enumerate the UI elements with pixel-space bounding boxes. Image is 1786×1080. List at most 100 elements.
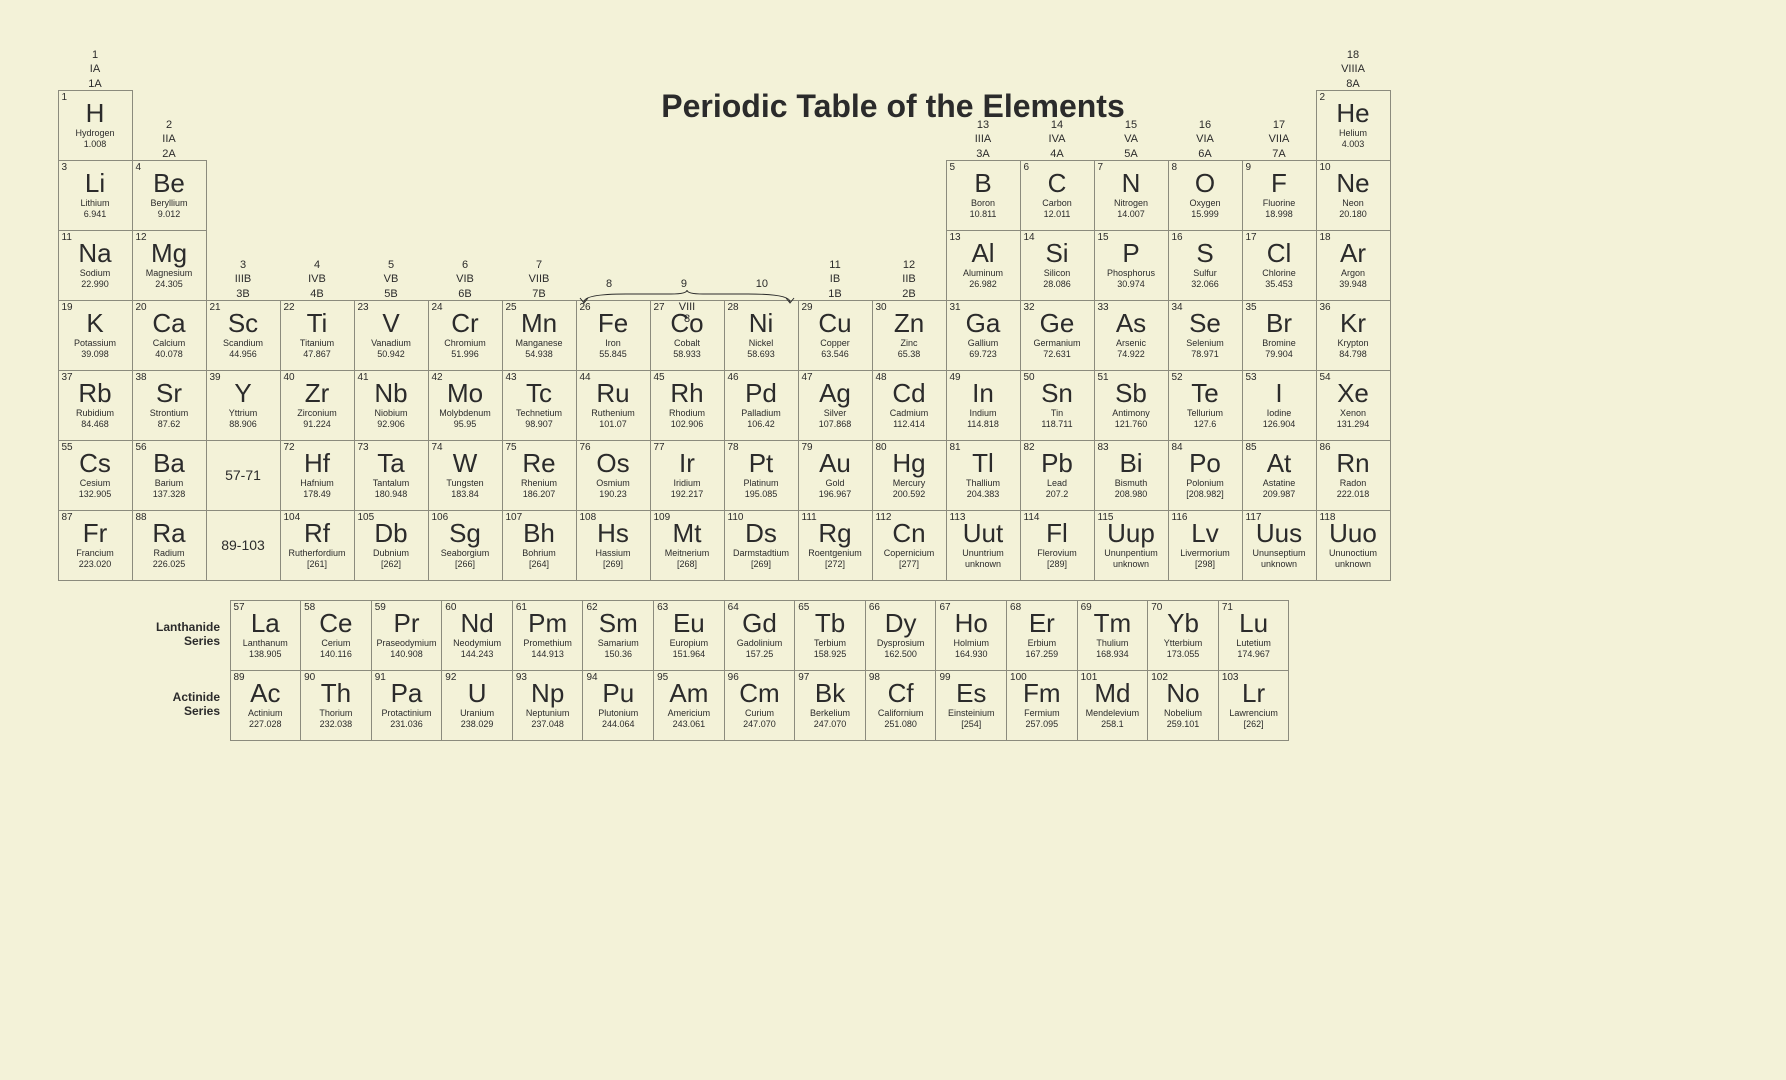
element-symbol: Ba — [153, 450, 185, 476]
atomic-mass: 231.036 — [390, 719, 423, 729]
atomic-mass: 150.36 — [605, 649, 633, 659]
atomic-mass: [298] — [1195, 559, 1215, 569]
atomic-mass: unknown — [1335, 559, 1371, 569]
atomic-number: 81 — [950, 442, 961, 453]
atomic-mass: 58.933 — [673, 349, 701, 359]
atomic-mass: 137.328 — [153, 489, 186, 499]
element-cell-ir: 77IrIridium192.217 — [650, 440, 725, 511]
element-name: Polonium — [1186, 478, 1224, 488]
atomic-number: 85 — [1246, 442, 1257, 453]
atomic-number: 75 — [506, 442, 517, 453]
element-symbol: Cn — [892, 520, 925, 546]
atomic-number: 29 — [802, 302, 813, 313]
atomic-number: 116 — [1172, 512, 1188, 523]
element-cell-hs: 108HsHassium[269] — [576, 510, 651, 581]
element-cell-cf: 98CfCalifornium251.080 — [865, 670, 937, 741]
atomic-mass: 51.996 — [451, 349, 479, 359]
element-cell-bk: 97BkBerkelium247.070 — [794, 670, 866, 741]
atomic-mass: 238.029 — [461, 719, 494, 729]
element-cell-pt: 78PtPlatinum195.085 — [724, 440, 799, 511]
atomic-number: 117 — [1246, 512, 1262, 523]
group-header-15: 15VA5A — [1094, 118, 1168, 161]
element-symbol: Sg — [449, 520, 481, 546]
element-name: Einsteinium — [948, 708, 995, 718]
element-symbol: Rb — [78, 380, 111, 406]
element-name: Curium — [745, 708, 774, 718]
element-symbol: Hs — [597, 520, 629, 546]
group-viii-label: VIII — [679, 301, 696, 313]
element-cell-cu: 29CuCopper63.546 — [798, 300, 873, 371]
element-name: Xenon — [1340, 408, 1366, 418]
atomic-number: 118 — [1320, 512, 1336, 523]
element-symbol: Eu — [673, 610, 705, 636]
atomic-mass: 54.938 — [525, 349, 553, 359]
atomic-mass: 195.085 — [745, 489, 778, 499]
atomic-mass: 6.941 — [84, 209, 107, 219]
element-cell-md: 101MdMendelevium258.1 — [1077, 670, 1149, 741]
atomic-mass: 144.913 — [531, 649, 564, 659]
element-symbol: Uus — [1256, 520, 1302, 546]
element-cell-sr: 38SrStrontium87.62 — [132, 370, 207, 441]
element-symbol: Pm — [528, 610, 567, 636]
atomic-number: 24 — [432, 302, 443, 313]
atomic-mass: [254] — [961, 719, 981, 729]
group-header-13: 13IIIA3A — [946, 118, 1020, 161]
element-name: Germanium — [1033, 338, 1080, 348]
atomic-number: 8 — [1172, 162, 1178, 173]
element-cell-mt: 109MtMeitnerium[268] — [650, 510, 725, 581]
element-cell-rf: 104RfRutherfordium[261] — [280, 510, 355, 581]
atomic-number: 107 — [506, 512, 523, 523]
atomic-number: 100 — [1010, 672, 1027, 683]
element-cell-ba: 56BaBarium137.328 — [132, 440, 207, 511]
atomic-number: 13 — [950, 232, 961, 243]
element-name: Zirconium — [297, 408, 337, 418]
atomic-mass: 232.038 — [320, 719, 353, 729]
element-name: Tellurium — [1187, 408, 1223, 418]
atomic-number: 54 — [1320, 372, 1331, 383]
element-cell-yb: 70YbYtterbium173.055 — [1147, 600, 1219, 671]
element-symbol: Ga — [966, 310, 1001, 336]
element-name: Bismuth — [1115, 478, 1148, 488]
atomic-mass: [289] — [1047, 559, 1067, 569]
element-symbol: Nd — [460, 610, 493, 636]
element-symbol: Si — [1045, 240, 1068, 266]
atomic-number: 114 — [1024, 512, 1040, 523]
element-name: Neon — [1342, 198, 1364, 208]
atomic-number: 32 — [1024, 302, 1035, 313]
element-name: Titanium — [300, 338, 334, 348]
element-symbol: Kr — [1340, 310, 1366, 336]
element-symbol: W — [453, 450, 478, 476]
atomic-mass: 227.028 — [249, 719, 282, 729]
element-symbol: At — [1267, 450, 1292, 476]
element-cell-ne: 10NeNeon20.180 — [1316, 160, 1391, 231]
atomic-mass: 39.948 — [1339, 279, 1367, 289]
element-cell-cm: 96CmCurium247.070 — [724, 670, 796, 741]
atomic-mass: 247.070 — [814, 719, 847, 729]
element-cell-ce: 58CeCerium140.116 — [300, 600, 372, 671]
atomic-number: 37 — [62, 372, 73, 383]
element-cell-ar: 18ArArgon39.948 — [1316, 230, 1391, 301]
atomic-mass: 140.908 — [390, 649, 423, 659]
element-cell-u: 92UUranium238.029 — [441, 670, 513, 741]
atomic-mass: 1.008 — [84, 139, 107, 149]
element-cell-kr: 36KrKrypton84.798 — [1316, 300, 1391, 371]
element-name: Promethium — [523, 638, 572, 648]
atomic-mass: 223.020 — [79, 559, 112, 569]
atomic-number: 53 — [1246, 372, 1257, 383]
element-symbol: Tc — [526, 380, 552, 406]
element-cell-zn: 30ZnZinc65.38 — [872, 300, 947, 371]
element-name: Cerium — [321, 638, 350, 648]
group-num-8: 8 — [606, 278, 612, 290]
element-name: Lead — [1047, 478, 1067, 488]
element-cell-fr: 87FrFrancium223.020 — [58, 510, 133, 581]
atomic-mass: 74.922 — [1117, 349, 1145, 359]
element-name: Silicon — [1044, 268, 1071, 278]
atomic-number: 12 — [136, 232, 147, 243]
atomic-mass: 24.305 — [155, 279, 183, 289]
element-name: Francium — [76, 548, 114, 558]
element-symbol: Es — [956, 680, 986, 706]
atomic-mass: 162.500 — [884, 649, 917, 659]
element-symbol: Uut — [963, 520, 1003, 546]
atomic-number: 62 — [586, 602, 597, 613]
element-cell-es: 99EsEinsteinium[254] — [935, 670, 1007, 741]
